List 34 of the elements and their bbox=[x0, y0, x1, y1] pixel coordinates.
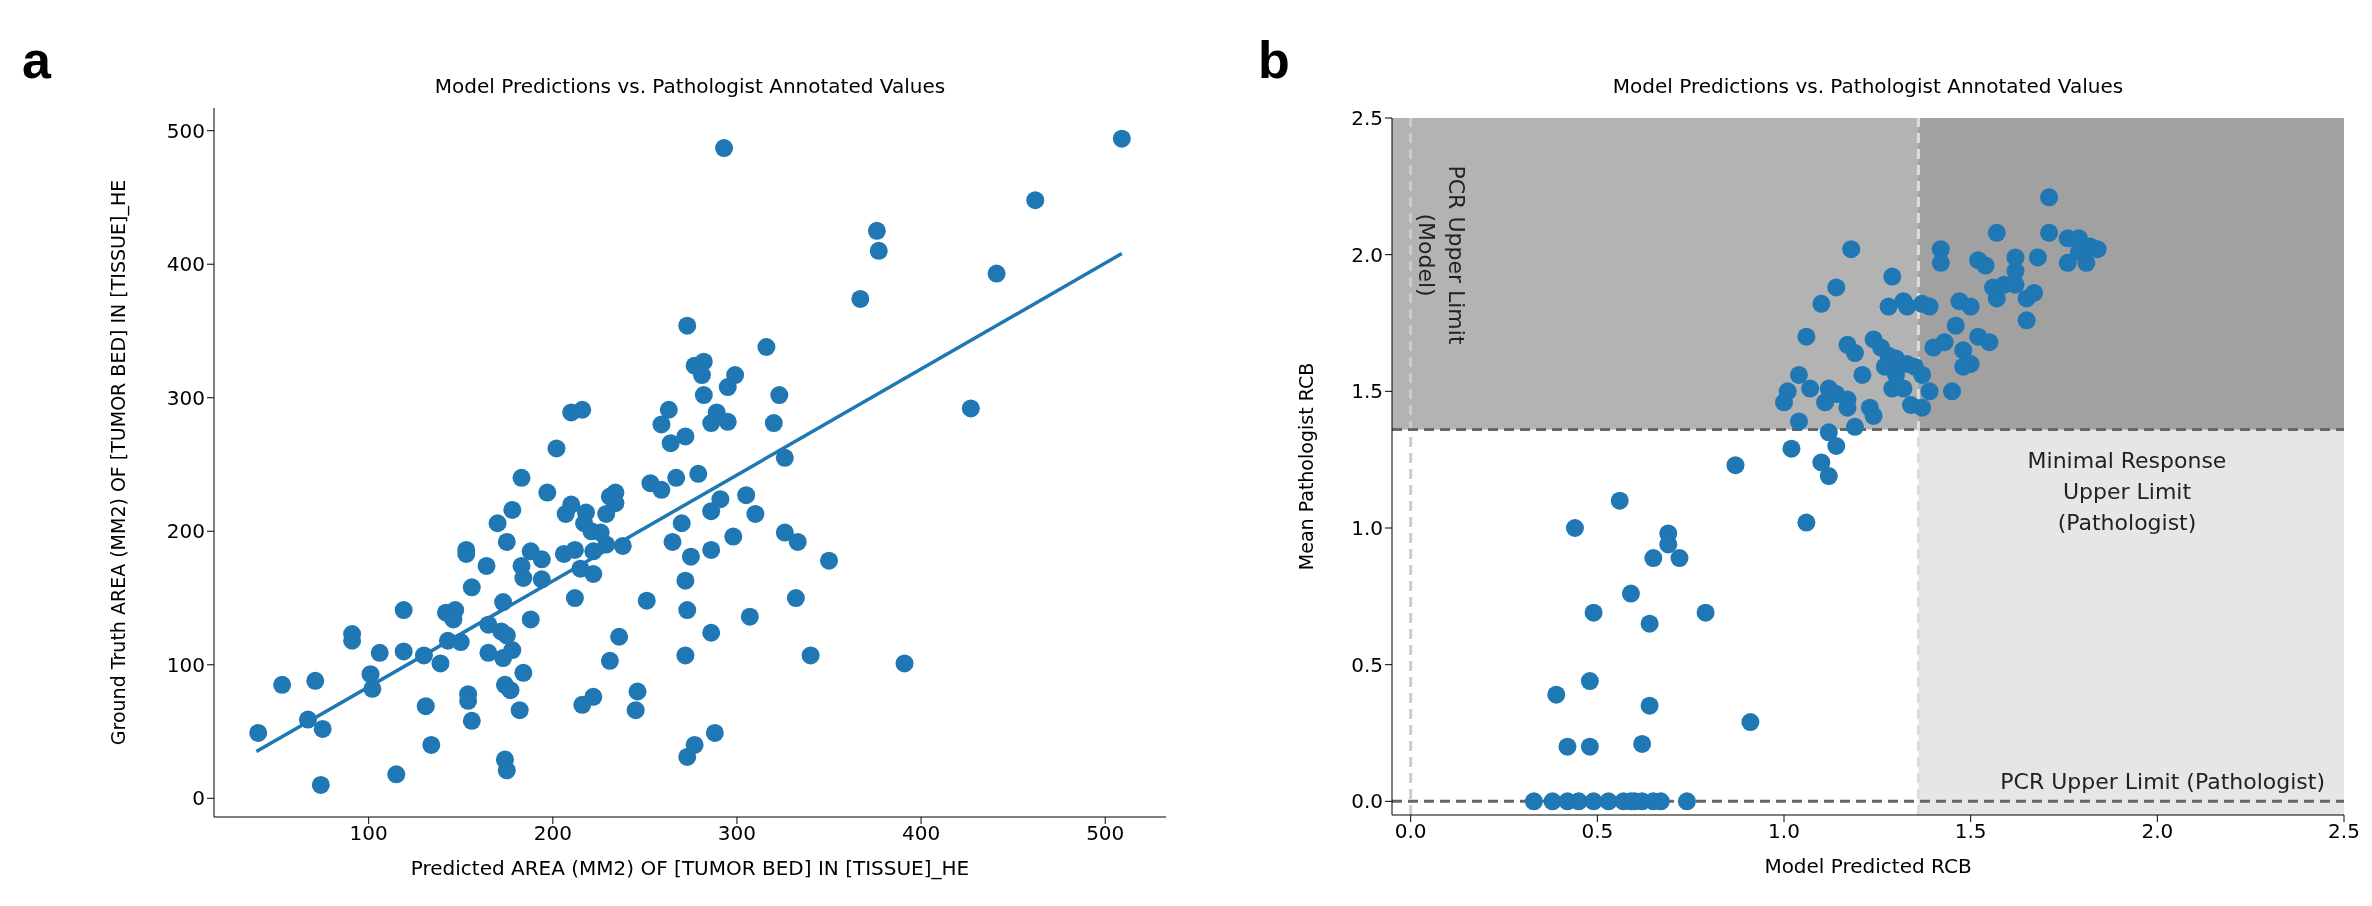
y-tick-label: 100 bbox=[166, 652, 205, 677]
x-tick-label: 1.5 bbox=[1954, 819, 1987, 844]
y-tick-label: 500 bbox=[166, 118, 205, 143]
y-tick-label: 200 bbox=[166, 519, 205, 544]
ref-line-label: Minimal Response Upper Limit (Pathologist) bbox=[2027, 447, 2227, 535]
ref-line-label: PCR Upper Limit (Model) bbox=[1413, 165, 1469, 345]
x-tick-label: 2.0 bbox=[2141, 819, 2174, 844]
y-tick-label: 300 bbox=[166, 385, 205, 410]
y-tick-label: 2.0 bbox=[1351, 242, 1383, 267]
y-tick-label: 400 bbox=[166, 252, 205, 277]
x-tick-label: 200 bbox=[533, 821, 572, 846]
y-tick-label: 1.5 bbox=[1351, 379, 1383, 404]
x-tick-label: 100 bbox=[349, 821, 388, 846]
ref-line-label: PCR Upper Limit (Pathologist) bbox=[2000, 769, 2325, 795]
x-tick-label: 400 bbox=[902, 821, 941, 846]
y-tick-label: 1.0 bbox=[1351, 516, 1383, 540]
x-tick-label: 2.5 bbox=[2328, 819, 2360, 844]
y-tick-label: 2.5 bbox=[1351, 106, 1383, 130]
y-tick-label: 0 bbox=[192, 786, 205, 811]
x-tick-label: 0.5 bbox=[1581, 819, 1614, 844]
y-tick-label: 0.5 bbox=[1351, 652, 1383, 677]
chart-title: Model Predictions vs. Pathologist Annotated Values bbox=[1611, 74, 2125, 98]
y-axis-title: Ground Truth AREA (MM2) OF [TUMOR BED] IN [TISSUE]_HE bbox=[106, 179, 130, 746]
text: a bbox=[22, 30, 51, 90]
x-tick-label: 500 bbox=[1086, 821, 1125, 846]
x-axis-title: Predicted AREA (MM2) OF [TUMOR BED] IN [TISSUE]_HE bbox=[410, 856, 970, 880]
x-tick-label: 300 bbox=[717, 821, 757, 846]
x-tick-label: 0.0 bbox=[1394, 819, 1427, 844]
y-tick-label: 0.0 bbox=[1351, 789, 1383, 814]
text: b bbox=[1258, 30, 1290, 90]
x-tick-label: 1.0 bbox=[1768, 819, 1800, 844]
x-axis-title: Model Predicted RCB bbox=[1764, 854, 1972, 878]
chart-title: Model Predictions vs. Pathologist Annotated Values bbox=[433, 74, 947, 98]
y-axis-title: Mean Pathologist RCB bbox=[1294, 362, 1317, 571]
